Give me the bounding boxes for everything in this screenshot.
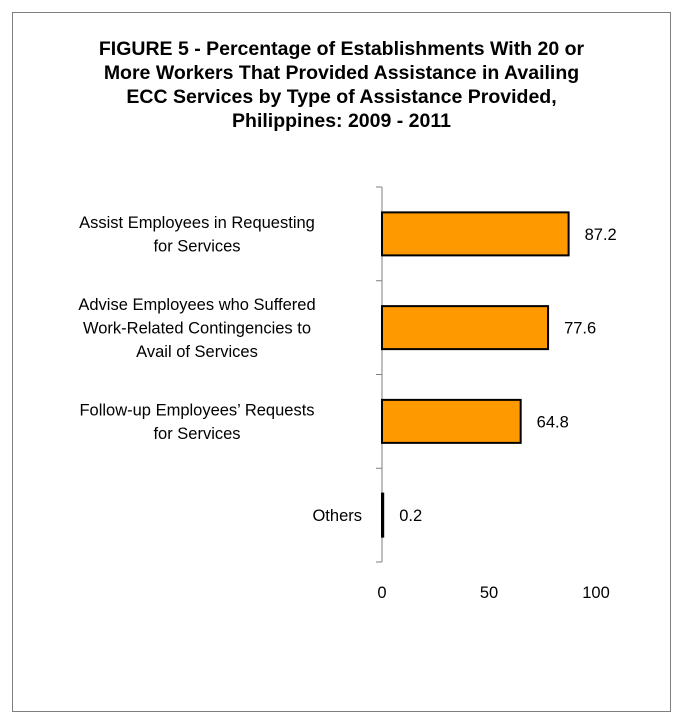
category-label-line: Advise Employees who Suffered <box>78 296 315 314</box>
category-label-line: Assist Employees in Requesting <box>79 214 315 232</box>
category-label-line: Work-Related Contingencies to <box>83 320 311 338</box>
bar <box>381 398 522 444</box>
bar <box>381 211 570 257</box>
value-label: 87.2 <box>585 226 617 244</box>
labels-layer: 0 50 100 87.2 Assist Employees in Requesting… <box>78 214 616 602</box>
category-label: Others <box>312 507 362 525</box>
category-label-line: Others <box>312 507 362 525</box>
category-label-line: for Services <box>153 425 240 443</box>
category-label: Advise Employees who Suffered Work-Relate… <box>78 296 315 361</box>
category-label-line: Avail of Services <box>136 343 258 361</box>
category-label: Assist Employees in Requesting for Servic… <box>79 214 315 256</box>
x-tick-label: 100 <box>582 584 610 602</box>
category-label: Follow-up Employees’ Requests for Service… <box>79 402 314 444</box>
category-label-line: Follow-up Employees’ Requests <box>79 402 314 420</box>
x-tick-label: 50 <box>480 584 498 602</box>
chart-frame <box>12 12 671 712</box>
value-label: 77.6 <box>564 320 596 338</box>
category-label-line: for Services <box>153 238 240 256</box>
x-tick-label: 0 <box>377 584 386 602</box>
value-label: 64.8 <box>537 413 569 431</box>
bar <box>381 305 550 351</box>
bar <box>381 492 385 538</box>
bars-layer <box>381 211 570 538</box>
chart-title: FIGURE 5 - Percentage of Establishments … <box>98 38 585 132</box>
value-label: 0.2 <box>399 507 422 525</box>
